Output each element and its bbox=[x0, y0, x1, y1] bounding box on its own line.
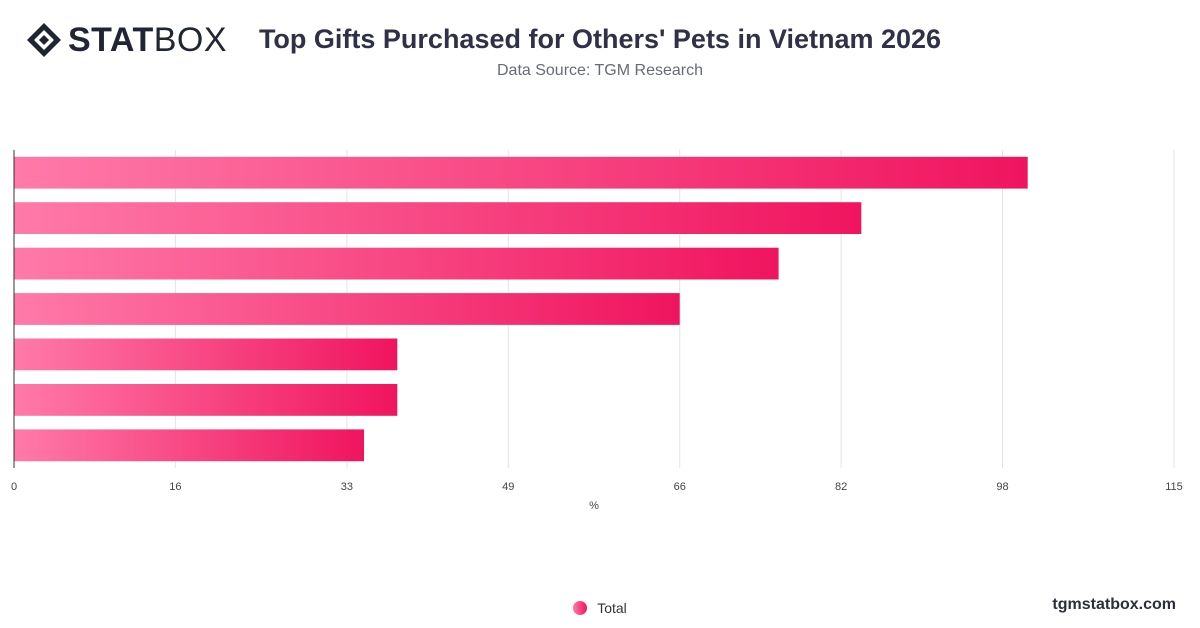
watermark: tgmstatbox.com bbox=[1052, 596, 1176, 613]
x-axis-title: % bbox=[589, 500, 599, 512]
bar[interactable] bbox=[14, 429, 364, 462]
chart-legend[interactable]: Total bbox=[0, 600, 1200, 616]
logo-wordmark: STATBOX bbox=[68, 22, 227, 58]
chart-title: Top Gifts Purchased for Others' Pets in … bbox=[258, 24, 942, 54]
x-tick-label: 115 bbox=[1165, 481, 1183, 493]
x-tick-label: 98 bbox=[996, 481, 1008, 493]
bar[interactable] bbox=[14, 202, 862, 234]
x-axis-ticks: 0 16 33 49 66 82 98 115 bbox=[11, 481, 1183, 493]
legend-label-total: Total bbox=[597, 600, 627, 616]
bar[interactable] bbox=[14, 247, 779, 280]
statbox-diamond-icon bbox=[27, 23, 61, 57]
x-tick-label: 66 bbox=[674, 481, 686, 493]
legend-marker-total bbox=[573, 601, 588, 615]
chart-subtitle: Data Source: TGM Research bbox=[496, 62, 703, 79]
x-tick-label: 82 bbox=[835, 481, 847, 493]
x-tick-label: 33 bbox=[341, 481, 353, 493]
logo-text-bold: STAT bbox=[68, 21, 154, 59]
bars bbox=[14, 156, 1028, 462]
statbox-logo: STATBOX bbox=[26, 22, 227, 58]
bar[interactable] bbox=[14, 293, 680, 325]
x-tick-label: 16 bbox=[169, 481, 181, 493]
logo-text-light: BOX bbox=[153, 21, 228, 59]
bar[interactable] bbox=[14, 156, 1028, 189]
x-tick-label: 49 bbox=[502, 481, 514, 493]
x-tick-label: 0 bbox=[11, 481, 17, 493]
bar[interactable] bbox=[14, 384, 398, 416]
bar[interactable] bbox=[14, 338, 398, 371]
